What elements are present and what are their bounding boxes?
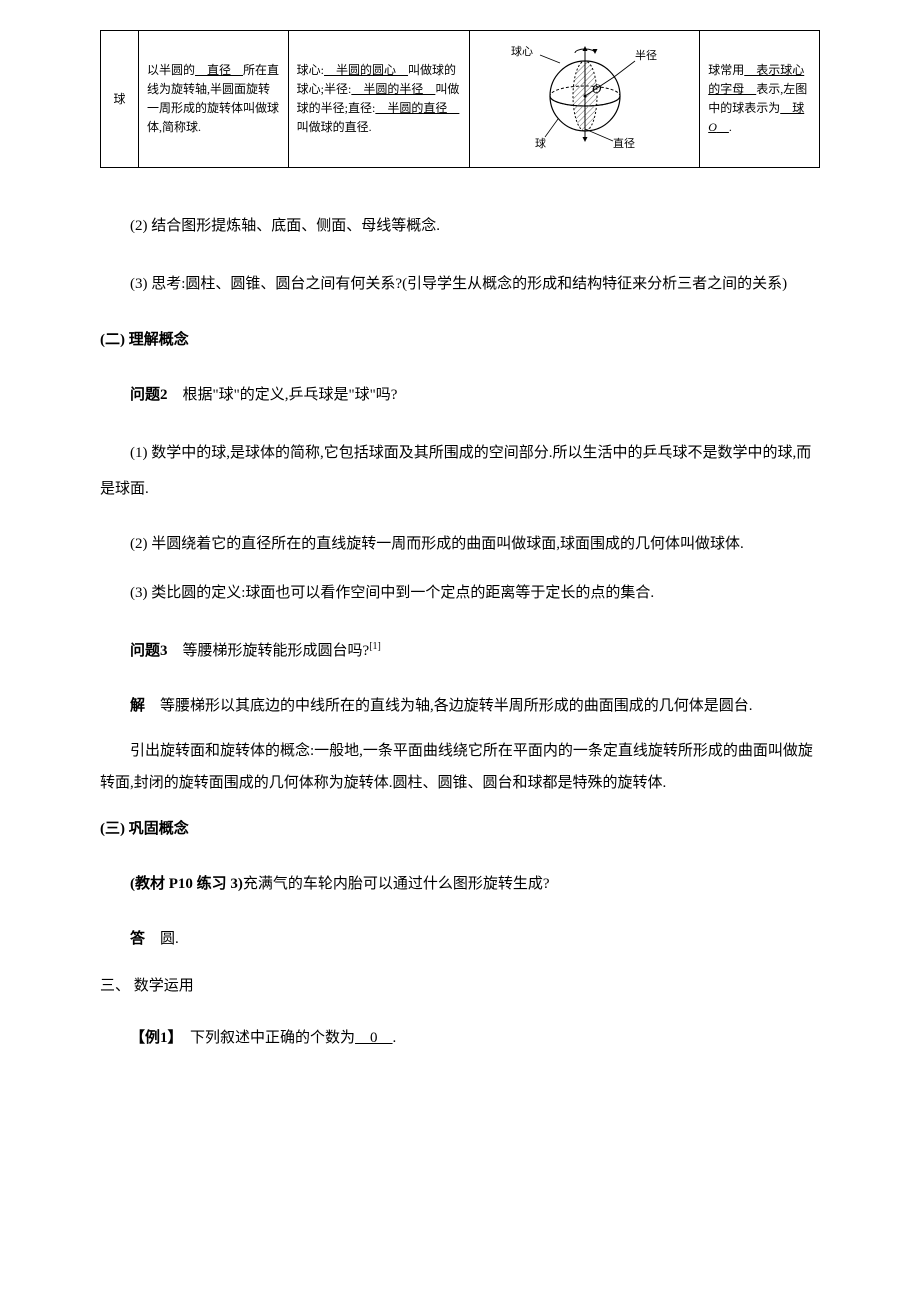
t-pre1: 球心: <box>297 63 324 77</box>
r-u2-a: 球 <box>780 101 804 115</box>
ex1-post: . <box>393 1030 397 1046</box>
label-sphere: 球 <box>535 136 546 150</box>
answer: 答 圆. <box>100 924 820 956</box>
para-ans-1: (1) 数学中的球,是球体的简称,它包括球面及其所围成的空间部分.所以生活中的乒… <box>100 435 820 507</box>
cell-terms: 球心: 半圆的圆心 叫做球的球心;半径: 半圆的半径 叫做球的半径;直径: 半圆… <box>288 31 470 168</box>
ans-text: 圆. <box>145 931 179 947</box>
label-radius: 半径 <box>635 48 657 62</box>
t-post3: 叫做球的直径. <box>297 120 372 134</box>
para-ans-2: (2) 半圆绕着它的直径所在的直线旋转一周而形成的曲面叫做球面,球面围成的几何体… <box>100 529 820 561</box>
q3-text: 等腰梯形旋转能形成圆台吗? <box>168 643 370 659</box>
solution: 解 等腰梯形以其底边的中线所在的直线为轴,各边旋转半周所形成的曲面围成的几何体是… <box>100 691 820 723</box>
para-3: (3) 思考:圆柱、圆锥、圆台之间有何关系?(引导学生从概念的形成和结构特征来分… <box>100 266 820 302</box>
cell-representation: 球常用 表示球心的字母 表示,左图中的球表示为 球O . <box>700 31 820 168</box>
para-2: (2) 结合图形提炼轴、底面、侧面、母线等概念. <box>100 208 820 244</box>
def-u1: 直径 <box>195 63 243 77</box>
tb-text: 充满气的车轮内胎可以通过什么图形旋转生成? <box>243 876 550 892</box>
textbook-ex: (教材 P10 练习 3)充满气的车轮内胎可以通过什么图形旋转生成? <box>100 866 820 902</box>
cell-definition: 以半圆的 直径 所在直线为旋转轴,半圆面旋转一周形成的旋转体叫做球体,简称球. <box>138 31 288 168</box>
r-u2-b <box>717 120 729 134</box>
heading-understand: (二) 理解概念 <box>100 324 820 357</box>
table-row: 球 以半圆的 直径 所在直线为旋转轴,半圆面旋转一周形成的旋转体叫做球体,简称球… <box>101 31 820 168</box>
t-u3: 半圆的直径 <box>375 101 459 115</box>
sphere-diagram: O 球心 半径 直径 球 <box>495 41 675 151</box>
ex1-mid: 下列叙述中正确的个数为 <box>175 1030 355 1046</box>
cell-figure: O 球心 半径 直径 球 <box>470 31 700 168</box>
example-1: 【例1】 下列叙述中正确的个数为 0 . <box>100 1023 820 1055</box>
heading-consolidate: (三) 巩固概念 <box>100 813 820 846</box>
para-rotation: 引出旋转面和旋转体的概念:一般地,一条平面曲线绕它所在平面内的一条定直线旋转所形… <box>100 736 820 799</box>
ex1-u: 0 <box>355 1030 393 1046</box>
tb-label: (教材 P10 练习 3) <box>130 876 243 892</box>
section-3: 三、 数学运用 <box>100 970 820 1003</box>
ex1-label: 【例1】 <box>130 1030 175 1046</box>
cell-name: 球 <box>101 31 139 168</box>
sol-text: 等腰梯形以其底边的中线所在的直线为轴,各边旋转半周所形成的曲面围成的几何体是圆台… <box>145 698 753 714</box>
t-u1: 半圆的圆心 <box>324 63 408 77</box>
question-2: 问题2 根据"球"的定义,乒乓球是"球"吗? <box>100 377 820 413</box>
q2-text: 根据"球"的定义,乒乓球是"球"吗? <box>168 387 398 403</box>
ans-label: 答 <box>130 931 145 947</box>
q3-label: 问题3 <box>130 643 168 659</box>
label-diameter: 直径 <box>613 136 635 150</box>
q2-label: 问题2 <box>130 387 168 403</box>
t-u2: 半圆的半径 <box>351 82 435 96</box>
q3-footnote: [1] <box>369 641 381 652</box>
label-center: 球心 <box>511 44 533 58</box>
sphere-table: 球 以半圆的 直径 所在直线为旋转轴,半圆面旋转一周形成的旋转体叫做球体,简称球… <box>100 30 820 168</box>
sol-label: 解 <box>130 698 145 714</box>
r-u2-it: O <box>708 120 717 134</box>
def-pre: 以半圆的 <box>147 63 195 77</box>
question-3: 问题3 等腰梯形旋转能形成圆台吗?[1] <box>100 633 820 669</box>
para-ans-3: (3) 类比圆的定义:球面也可以看作空间中到一个定点的距离等于定长的点的集合. <box>100 575 820 611</box>
r-post: . <box>729 120 732 134</box>
r-pre: 球常用 <box>708 63 744 77</box>
